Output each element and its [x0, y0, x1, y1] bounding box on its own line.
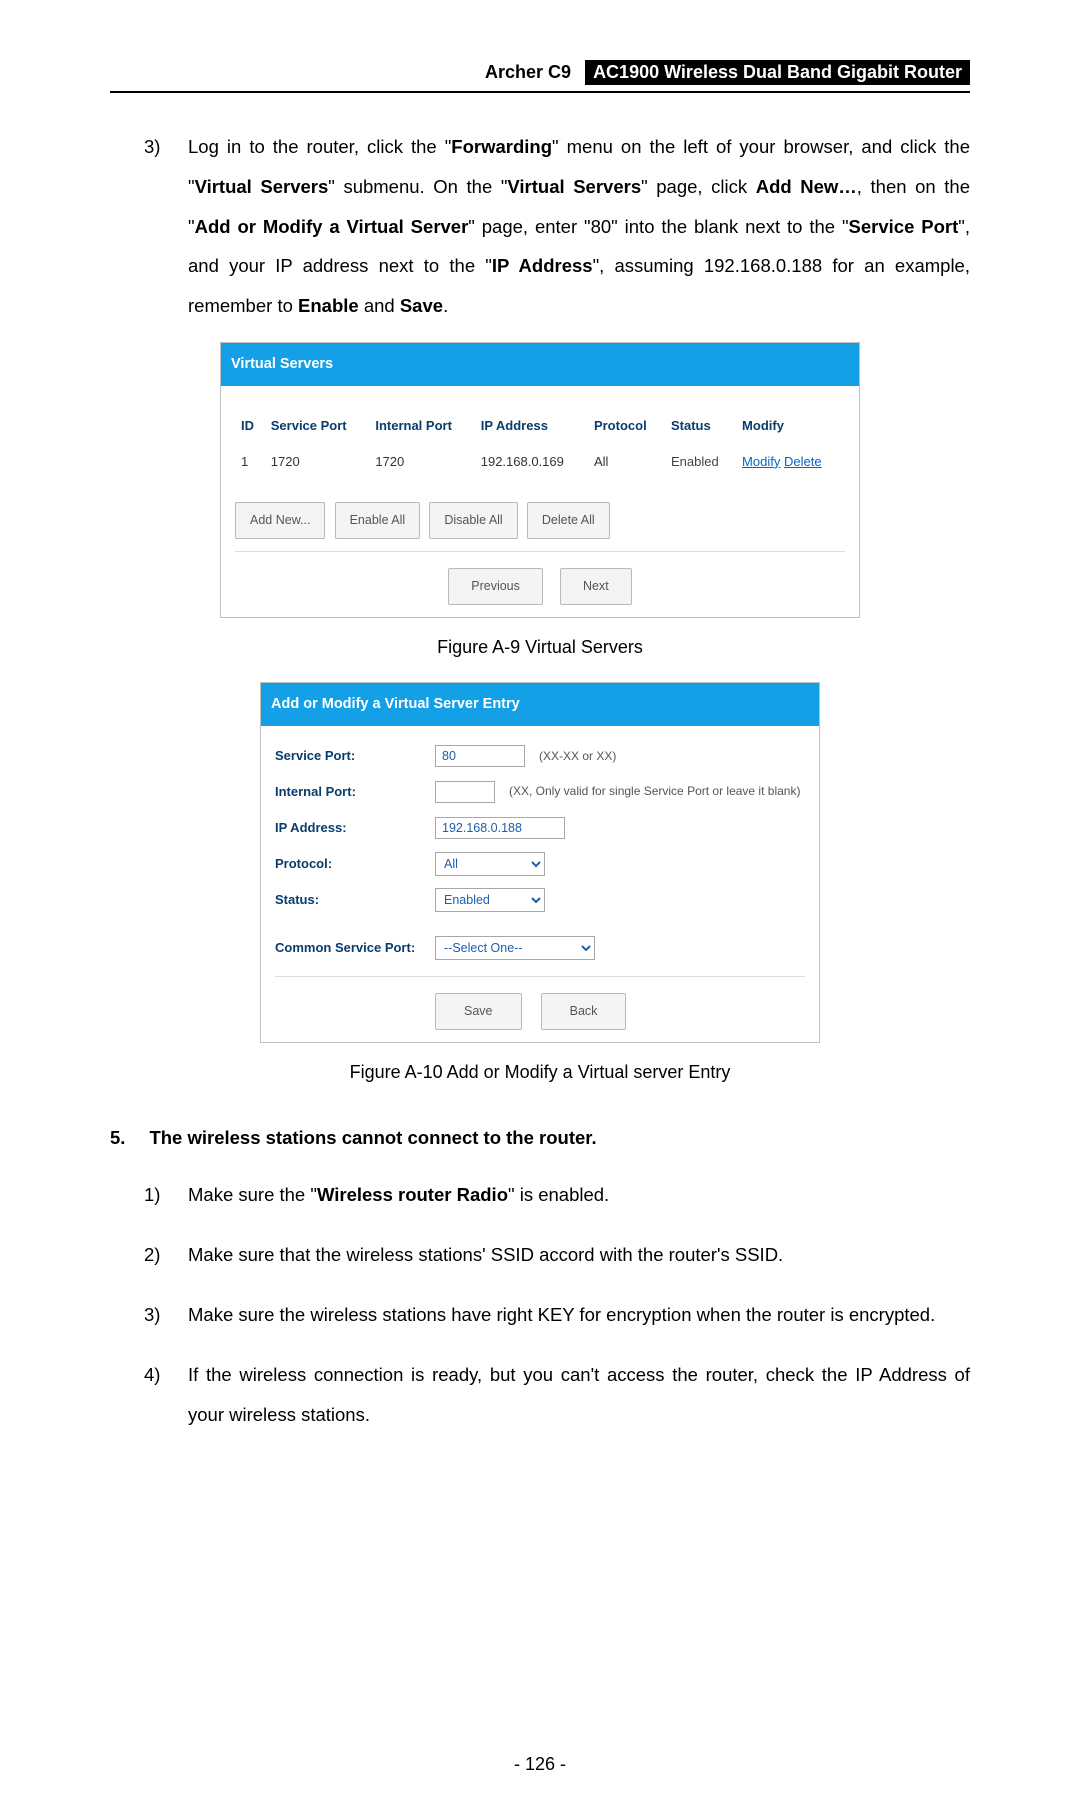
add-new-button[interactable]: Add New...: [235, 502, 325, 539]
row-ip: IP Address:: [275, 814, 805, 842]
next-button[interactable]: Next: [560, 568, 632, 605]
sub-item: 1)Make sure the "Wireless router Radio" …: [144, 1175, 970, 1215]
label-internal-port: Internal Port:: [275, 778, 435, 806]
label-protocol: Protocol:: [275, 850, 435, 878]
label-status: Status:: [275, 886, 435, 914]
product-name: AC1900 Wireless Dual Band Gigabit Router: [585, 60, 970, 85]
cell-ip: 192.168.0.169: [475, 444, 588, 480]
doc-header: Archer C9 AC1900 Wireless Dual Band Giga…: [110, 60, 970, 91]
sub-item-number: 3): [144, 1295, 188, 1335]
pager: Previous Next: [235, 551, 845, 605]
sub-item: 2)Make sure that the wireless stations' …: [144, 1235, 970, 1275]
panel-title: Virtual Servers: [221, 343, 859, 386]
disable-all-button[interactable]: Disable All: [429, 502, 517, 539]
button-row: Add New... Enable All Disable All Delete…: [235, 498, 845, 539]
figure-caption-2: Figure A-10 Add or Modify a Virtual serv…: [110, 1053, 970, 1092]
modify-link[interactable]: Modify: [742, 454, 780, 469]
step-3-text: Log in to the router, click the "Forward…: [188, 127, 970, 326]
cell-service-port: 1720: [265, 444, 370, 480]
table-row: 1 1720 1720 192.168.0.169 All Enabled Mo…: [235, 444, 845, 480]
row-internal-port: Internal Port: (XX, Only valid for singl…: [275, 778, 805, 806]
cell-protocol: All: [588, 444, 665, 480]
sub-item-text: If the wireless connection is ready, but…: [188, 1355, 970, 1435]
panel-title: Add or Modify a Virtual Server Entry: [261, 683, 819, 726]
col-protocol: Protocol: [588, 408, 665, 444]
sub-list: 1)Make sure the "Wireless router Radio" …: [110, 1175, 970, 1434]
col-ip: IP Address: [475, 408, 588, 444]
row-service-port: Service Port: (XX-XX or XX): [275, 742, 805, 770]
input-internal-port[interactable]: [435, 781, 495, 803]
cell-status: Enabled: [665, 444, 736, 480]
sub-item-text: Make sure the wireless stations have rig…: [188, 1295, 970, 1335]
label-service-port: Service Port:: [275, 742, 435, 770]
select-protocol[interactable]: All: [435, 852, 545, 876]
step-3-number: 3): [144, 127, 188, 326]
hint-service-port: (XX-XX or XX): [539, 744, 616, 770]
col-service-port: Service Port: [265, 408, 370, 444]
input-service-port[interactable]: [435, 745, 525, 767]
enable-all-button[interactable]: Enable All: [335, 502, 421, 539]
virtual-servers-panel: Virtual Servers ID Service Port Internal…: [220, 342, 860, 618]
q5-number: 5.: [110, 1118, 125, 1158]
model-name: Archer C9: [485, 62, 571, 83]
row-protocol: Protocol: All: [275, 850, 805, 878]
select-common[interactable]: --Select One--: [435, 936, 595, 960]
label-common: Common Service Port:: [275, 934, 435, 962]
input-ip[interactable]: [435, 817, 565, 839]
hint-internal-port: (XX, Only valid for single Service Port …: [509, 779, 800, 805]
cell-internal-port: 1720: [369, 444, 474, 480]
row-common: Common Service Port: --Select One--: [275, 934, 805, 962]
header-rule: [110, 91, 970, 93]
cell-id: 1: [235, 444, 265, 480]
col-modify: Modify: [736, 408, 845, 444]
table-header-row: ID Service Port Internal Port IP Address…: [235, 408, 845, 444]
sub-item-text: Make sure that the wireless stations' SS…: [188, 1235, 970, 1275]
save-button[interactable]: Save: [435, 993, 522, 1030]
figure-caption-1: Figure A-9 Virtual Servers: [110, 628, 970, 667]
previous-button[interactable]: Previous: [448, 568, 543, 605]
row-status: Status: Enabled: [275, 886, 805, 914]
delete-link[interactable]: Delete: [784, 454, 822, 469]
sub-item-number: 4): [144, 1355, 188, 1435]
sub-item-text: Make sure the "Wireless router Radio" is…: [188, 1175, 970, 1215]
col-id: ID: [235, 408, 265, 444]
sub-item-number: 2): [144, 1235, 188, 1275]
select-status[interactable]: Enabled: [435, 888, 545, 912]
virtual-servers-table: ID Service Port Internal Port IP Address…: [235, 408, 845, 480]
question-5: 5. The wireless stations cannot connect …: [110, 1118, 970, 1158]
label-ip: IP Address:: [275, 814, 435, 842]
sub-item: 3)Make sure the wireless stations have r…: [144, 1295, 970, 1335]
add-modify-panel: Add or Modify a Virtual Server Entry Ser…: [260, 682, 820, 1043]
cell-actions: Modify Delete: [736, 444, 845, 480]
step-3: 3) Log in to the router, click the "Forw…: [144, 127, 970, 326]
page-number: - 126 -: [110, 1754, 970, 1775]
sub-item-number: 1): [144, 1175, 188, 1215]
q5-text: The wireless stations cannot connect to …: [149, 1118, 596, 1158]
col-internal-port: Internal Port: [369, 408, 474, 444]
sub-item: 4)If the wireless connection is ready, b…: [144, 1355, 970, 1435]
col-status: Status: [665, 408, 736, 444]
back-button[interactable]: Back: [541, 993, 627, 1030]
delete-all-button[interactable]: Delete All: [527, 502, 610, 539]
form-actions: Save Back: [275, 976, 805, 1030]
